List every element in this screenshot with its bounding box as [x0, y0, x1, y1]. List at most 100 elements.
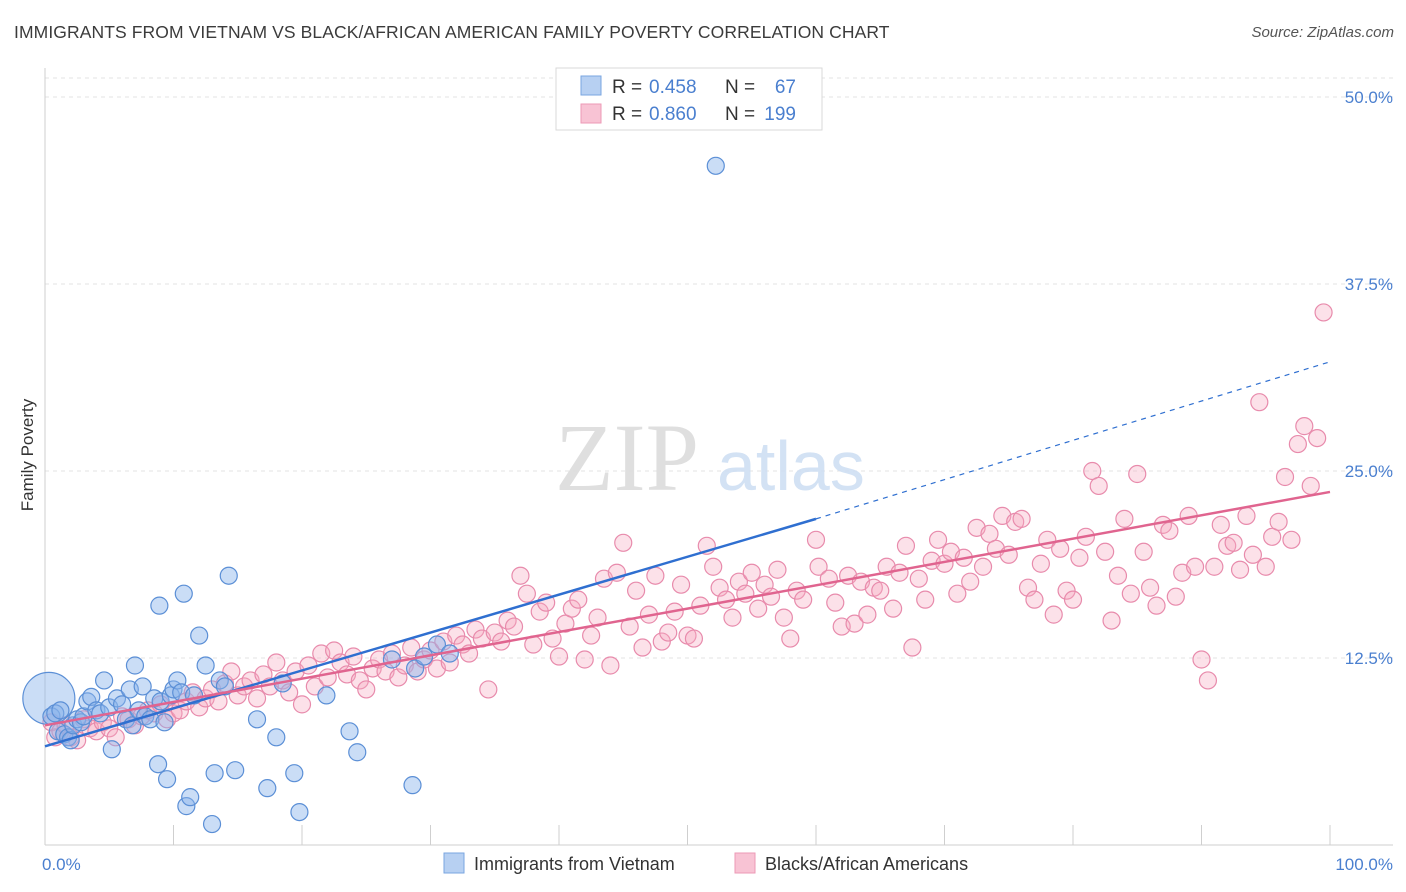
bottom-legend: Immigrants from Vietnam Blacks/African A…	[443, 852, 968, 874]
x-tick-label: 100.0%	[1335, 855, 1393, 874]
legend-r-value-1: 0.458	[649, 77, 697, 98]
legend-swatch-vietnam	[580, 75, 602, 96]
data-point	[1185, 557, 1205, 576]
data-point	[247, 689, 267, 708]
y-axis-label: Family Poverty	[18, 398, 37, 511]
data-point	[1128, 464, 1147, 484]
data-point	[973, 557, 993, 576]
data-point	[210, 671, 229, 690]
data-point	[348, 743, 367, 762]
data-point	[267, 653, 286, 672]
data-point	[190, 626, 209, 645]
data-point	[768, 560, 787, 579]
data-point	[202, 814, 222, 834]
data-point	[150, 596, 169, 615]
data-point	[466, 620, 485, 639]
data-point	[290, 802, 309, 822]
legend-n-value-1: 67	[775, 77, 796, 98]
data-point	[485, 623, 504, 642]
data-point	[582, 626, 601, 645]
data-point	[479, 680, 498, 699]
data-point	[181, 788, 200, 807]
data-point	[1243, 545, 1263, 564]
data-point	[809, 557, 828, 576]
data-point	[858, 605, 877, 624]
data-point	[46, 704, 65, 723]
data-point	[652, 632, 671, 651]
data-point	[706, 156, 725, 175]
data-point	[1295, 417, 1314, 436]
watermark-atlas: atlas	[717, 427, 865, 505]
data-point	[1115, 509, 1134, 528]
data-point	[133, 677, 152, 696]
data-point	[1063, 590, 1083, 609]
bottom-legend-swatch-vietnam	[443, 852, 465, 874]
data-point	[267, 728, 286, 747]
data-point	[292, 695, 312, 714]
data-point	[318, 668, 337, 687]
data-point	[1269, 512, 1288, 531]
data-point	[350, 671, 369, 690]
legend-box: R = 0.458 N = 67 R = 0.860 N = 199	[555, 67, 823, 131]
data-point	[517, 584, 536, 603]
data-point	[749, 599, 768, 618]
data-point	[781, 629, 800, 648]
data-point	[1282, 530, 1301, 549]
data-point	[1288, 434, 1307, 454]
trend-lines	[44, 361, 1331, 748]
bottom-legend-swatch-black	[734, 852, 756, 874]
data-point	[871, 581, 890, 600]
watermark-zip: ZIP	[555, 404, 699, 511]
data-point	[382, 650, 402, 669]
watermark: ZIP atlas	[555, 404, 865, 511]
data-point	[1044, 605, 1063, 624]
data-point	[896, 536, 916, 555]
data-point	[1147, 596, 1166, 615]
data-point	[1140, 578, 1160, 597]
series-blacks-african-americans	[42, 303, 1333, 750]
data-point	[575, 650, 594, 669]
data-point	[1275, 467, 1295, 487]
data-point	[704, 557, 723, 576]
data-point	[1057, 581, 1076, 600]
data-point	[646, 566, 665, 585]
data-point	[883, 599, 903, 618]
data-point	[761, 587, 781, 606]
data-point	[357, 680, 376, 699]
data-point	[1314, 303, 1333, 322]
data-point	[845, 614, 864, 633]
data-point	[549, 647, 569, 666]
data-point	[1166, 587, 1185, 606]
data-point	[1083, 461, 1102, 481]
data-point	[1012, 509, 1031, 528]
source-credit: Source: ZipAtlas.com	[1251, 24, 1394, 41]
data-point	[148, 755, 168, 774]
data-point	[95, 671, 114, 690]
data-point	[168, 671, 187, 690]
data-point	[659, 623, 678, 642]
legend-swatch-black	[580, 103, 602, 124]
data-point	[1108, 566, 1128, 585]
data-point	[205, 764, 224, 783]
data-point	[909, 569, 928, 588]
y-tick-label: 12.5%	[1345, 649, 1393, 668]
data-point	[980, 524, 999, 543]
legend-r-label-2: R =	[612, 104, 642, 125]
data-point	[1031, 554, 1050, 573]
data-point	[504, 617, 524, 636]
data-point	[614, 533, 633, 552]
data-point	[157, 770, 177, 789]
data-point	[928, 530, 948, 549]
data-point	[403, 776, 422, 795]
data-point	[1256, 557, 1275, 576]
data-point	[107, 689, 127, 708]
data-point	[196, 656, 215, 675]
data-point	[1211, 515, 1230, 534]
data-point	[1237, 506, 1256, 525]
data-point	[340, 722, 359, 741]
data-point	[1230, 560, 1250, 579]
data-point	[1205, 557, 1224, 576]
data-point	[1308, 428, 1327, 448]
data-point	[794, 590, 813, 609]
data-point	[174, 584, 193, 603]
